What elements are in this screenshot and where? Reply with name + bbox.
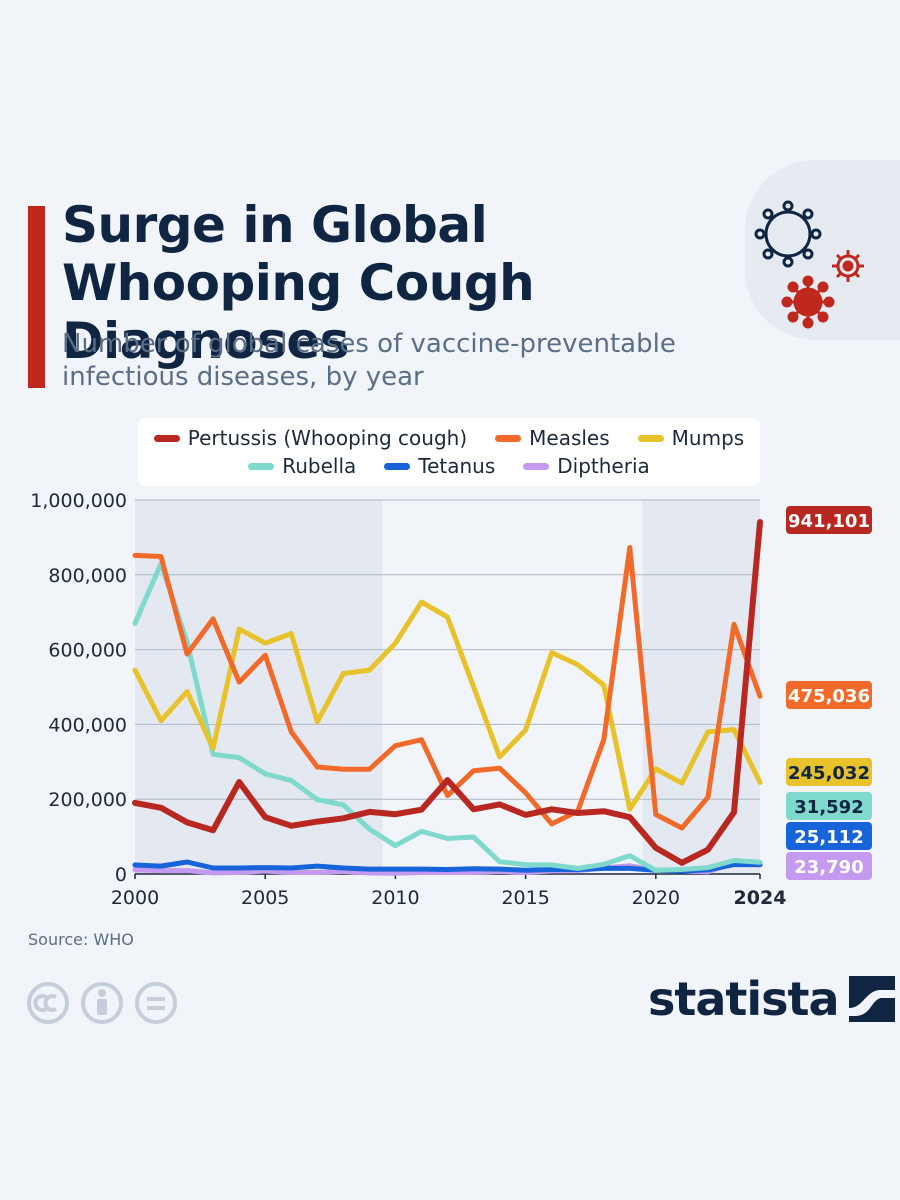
x-tick-label: 2010 (371, 887, 419, 909)
series-line-pertussis (132, 519, 763, 866)
series-line-rubella (132, 561, 763, 873)
end-value-label: 475,036 (788, 686, 870, 707)
legend-swatch-diptheria (523, 462, 550, 470)
y-tick-label: 0 (115, 864, 127, 886)
x-tick-label: 2015 (501, 887, 549, 909)
y-tick-label: 400,000 (48, 714, 127, 736)
legend-row: Rubella Tetanus Diptheria (138, 454, 760, 478)
legend-row: Pertussis (Whooping cough) Measles Mumps (138, 426, 760, 450)
end-value-label: 23,790 (794, 857, 863, 878)
legend-label-rubella: Rubella (282, 454, 357, 478)
cc-icon (27, 982, 69, 1024)
virus-decoration (754, 200, 864, 329)
chart-subtitle: Number of global cases of vaccine-preven… (62, 329, 676, 392)
y-tick-label: 200,000 (48, 789, 127, 811)
series-line-mumps (132, 599, 763, 812)
y-tick-label: 600,000 (48, 640, 127, 662)
statista-logo-icon (848, 976, 895, 1022)
nd-icon (135, 982, 177, 1024)
legend-swatch-measles (495, 434, 522, 442)
license-icons (27, 982, 177, 1024)
x-tick-label: 2024 (734, 887, 787, 909)
end-value-badge (786, 792, 872, 820)
legend-item-tetanus: Tetanus (384, 454, 495, 478)
end-value-badge (786, 506, 872, 534)
chart-legend: Pertussis (Whooping cough) Measles Mumps… (138, 418, 760, 486)
virus-outline-icon (754, 200, 822, 268)
end-value-badge (786, 681, 872, 709)
end-value-label: 245,032 (788, 763, 870, 784)
end-value-label: 941,101 (788, 511, 870, 532)
end-value-badge (786, 758, 872, 786)
decade-band-2020s (642, 500, 760, 874)
legend-swatch-mumps (637, 434, 664, 442)
end-value-label: 31,592 (794, 797, 863, 818)
series-line-measles (132, 545, 763, 831)
end-value-badge (786, 822, 872, 850)
legend-label-measles: Measles (529, 426, 610, 450)
legend-swatch-tetanus (384, 462, 411, 470)
line-chart: 0 200,000 400,000 600,000 800,000 1,000,000 20… (30, 490, 872, 909)
legend-item-measles: Measles (495, 426, 610, 450)
legend-item-pertussis: Pertussis (Whooping cough) (153, 426, 468, 450)
legend-label-pertussis: Pertussis (Whooping cough) (187, 426, 468, 450)
legend-swatch-rubella (248, 462, 275, 470)
legend-swatch-pertussis (153, 434, 180, 442)
virus-small-icon (832, 250, 864, 282)
x-tick-label: 2005 (241, 887, 289, 909)
legend-label-diptheria: Diptheria (557, 454, 650, 478)
end-value-badge (786, 852, 872, 880)
legend-item-diptheria: Diptheria (523, 454, 650, 478)
x-tick-label: 2020 (632, 887, 680, 909)
x-tick-label: 2000 (111, 887, 159, 909)
source-note: Source: WHO (28, 930, 134, 949)
virus-filled-icon (781, 275, 835, 329)
title-accent-bar (28, 206, 45, 388)
y-tick-label: 1,000,000 (30, 490, 127, 512)
chart-title: Surge in Global Whooping Cough Diagnoses (62, 196, 535, 370)
legend-item-rubella: Rubella (248, 454, 356, 478)
legend-item-mumps: Mumps (637, 426, 745, 450)
y-tick-label: 800,000 (48, 565, 127, 587)
statista-logo[interactable]: statista (648, 972, 895, 1026)
legend-label-mumps: Mumps (671, 426, 745, 450)
by-icon (81, 982, 123, 1024)
end-value-label: 25,112 (794, 827, 863, 848)
legend-label-tetanus: Tetanus (418, 454, 496, 478)
brand-wordmark: statista (648, 972, 840, 1026)
